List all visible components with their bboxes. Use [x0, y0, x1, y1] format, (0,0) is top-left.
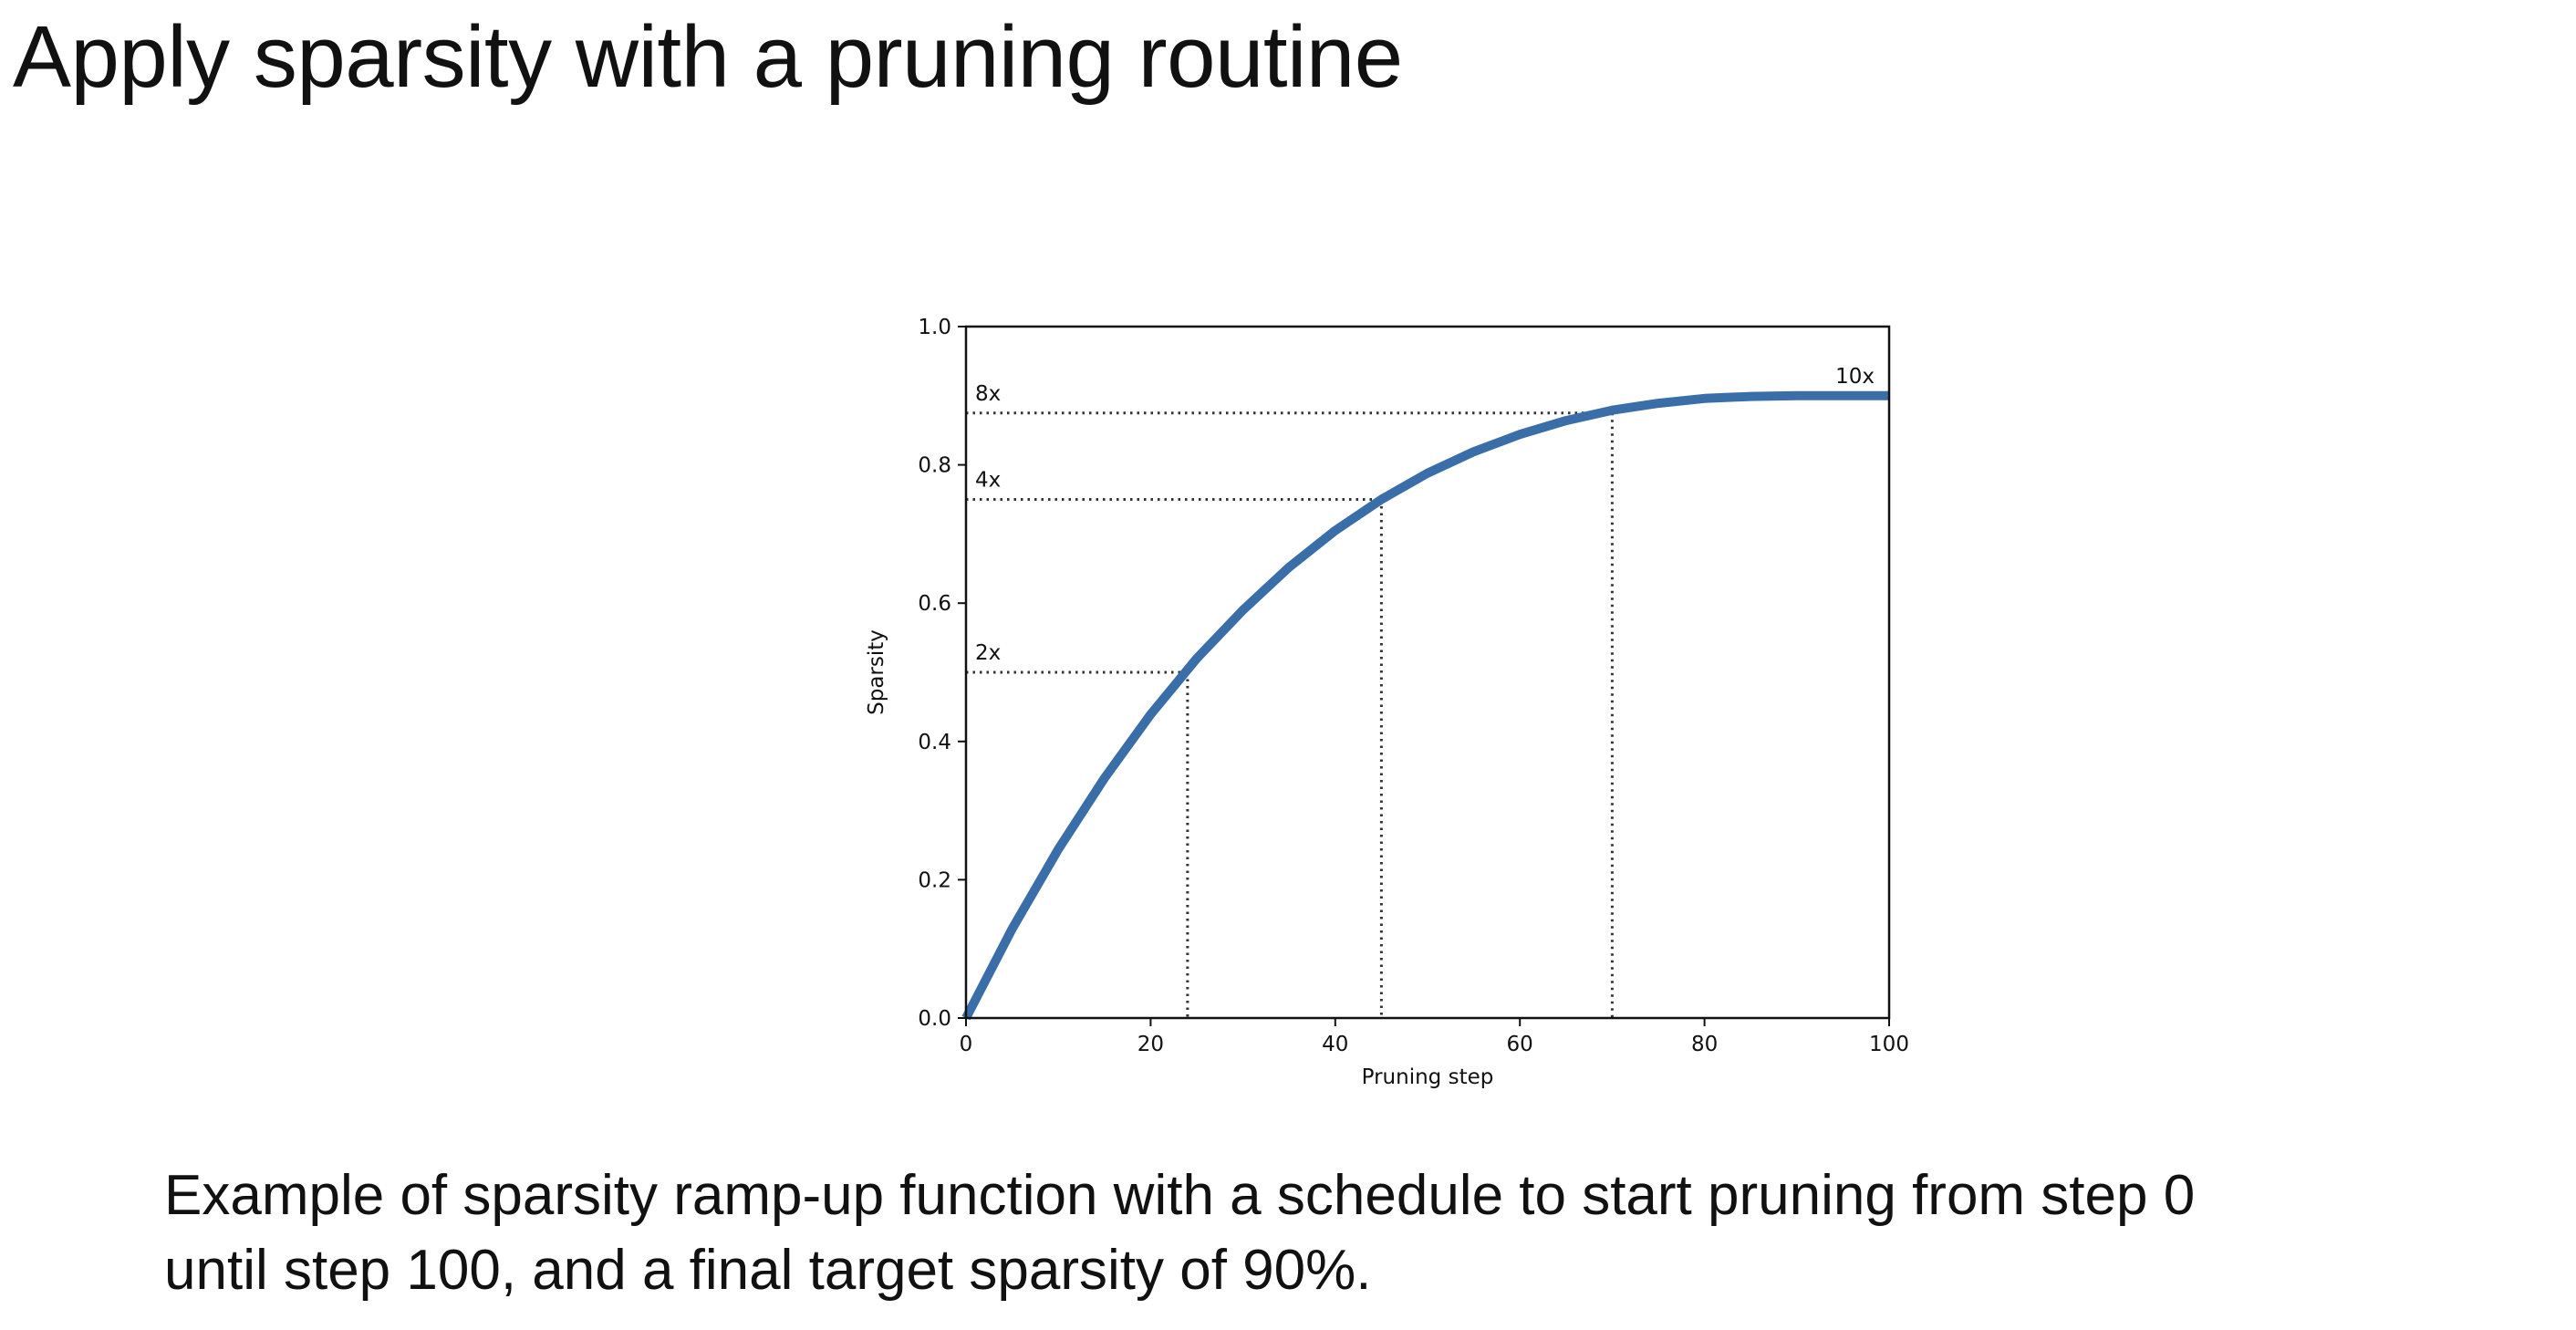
plot-area: 0 20 40 60 80 100 0.0 0.2 0.4 0.6 0.8 1.0 2x 4x 8x 10x [918, 316, 1909, 1056]
slide-title: Apply sparsity with a pruning routine [13, 8, 1403, 106]
slide-caption: Example of sparsity ramp-up function wit… [164, 1159, 2572, 1308]
x-tick-label: 20 [1137, 1033, 1164, 1056]
y-tick-label: 0.6 [918, 592, 951, 616]
y-tick-label: 0.4 [918, 731, 951, 754]
annotation-label-2x: 2x [975, 641, 1001, 665]
annotation-label-10x: 10x [1835, 365, 1875, 389]
x-tick-label: 60 [1507, 1033, 1533, 1056]
x-tick-label: 80 [1691, 1033, 1718, 1056]
x-tick-label: 100 [1869, 1033, 1909, 1056]
x-tick-label: 40 [1322, 1033, 1348, 1056]
y-tick-label: 1.0 [918, 316, 951, 339]
axes-frame [964, 325, 1891, 1020]
caption-line-2: until step 100, and a final target spars… [164, 1239, 1372, 1302]
annotation-label-8x: 8x [975, 382, 1001, 406]
x-axis-title: Pruning step [1362, 1065, 1494, 1089]
y-axis-title: Sparsity [865, 629, 888, 715]
y-tick-label: 0.2 [918, 868, 951, 892]
annotation-label-4x: 4x [975, 469, 1001, 493]
series-line-0 [961, 390, 1889, 1021]
y-tick-label: 0.8 [918, 454, 951, 478]
caption-line-1: Example of sparsity ramp-up function wit… [164, 1164, 2196, 1227]
y-tick-label: 0.0 [918, 1007, 951, 1031]
sparsity-chart-svg: 0 20 40 60 80 1000.00.20.40.60.81.02x4x8x10x … [865, 316, 1909, 1089]
x-tick-label: 0 [960, 1033, 973, 1056]
sparsity-chart: 0 20 40 60 80 100 0.0 0.2 0.4 0.6 0.8 1.0 2x 4x 8x 10x … [857, 274, 1989, 1131]
